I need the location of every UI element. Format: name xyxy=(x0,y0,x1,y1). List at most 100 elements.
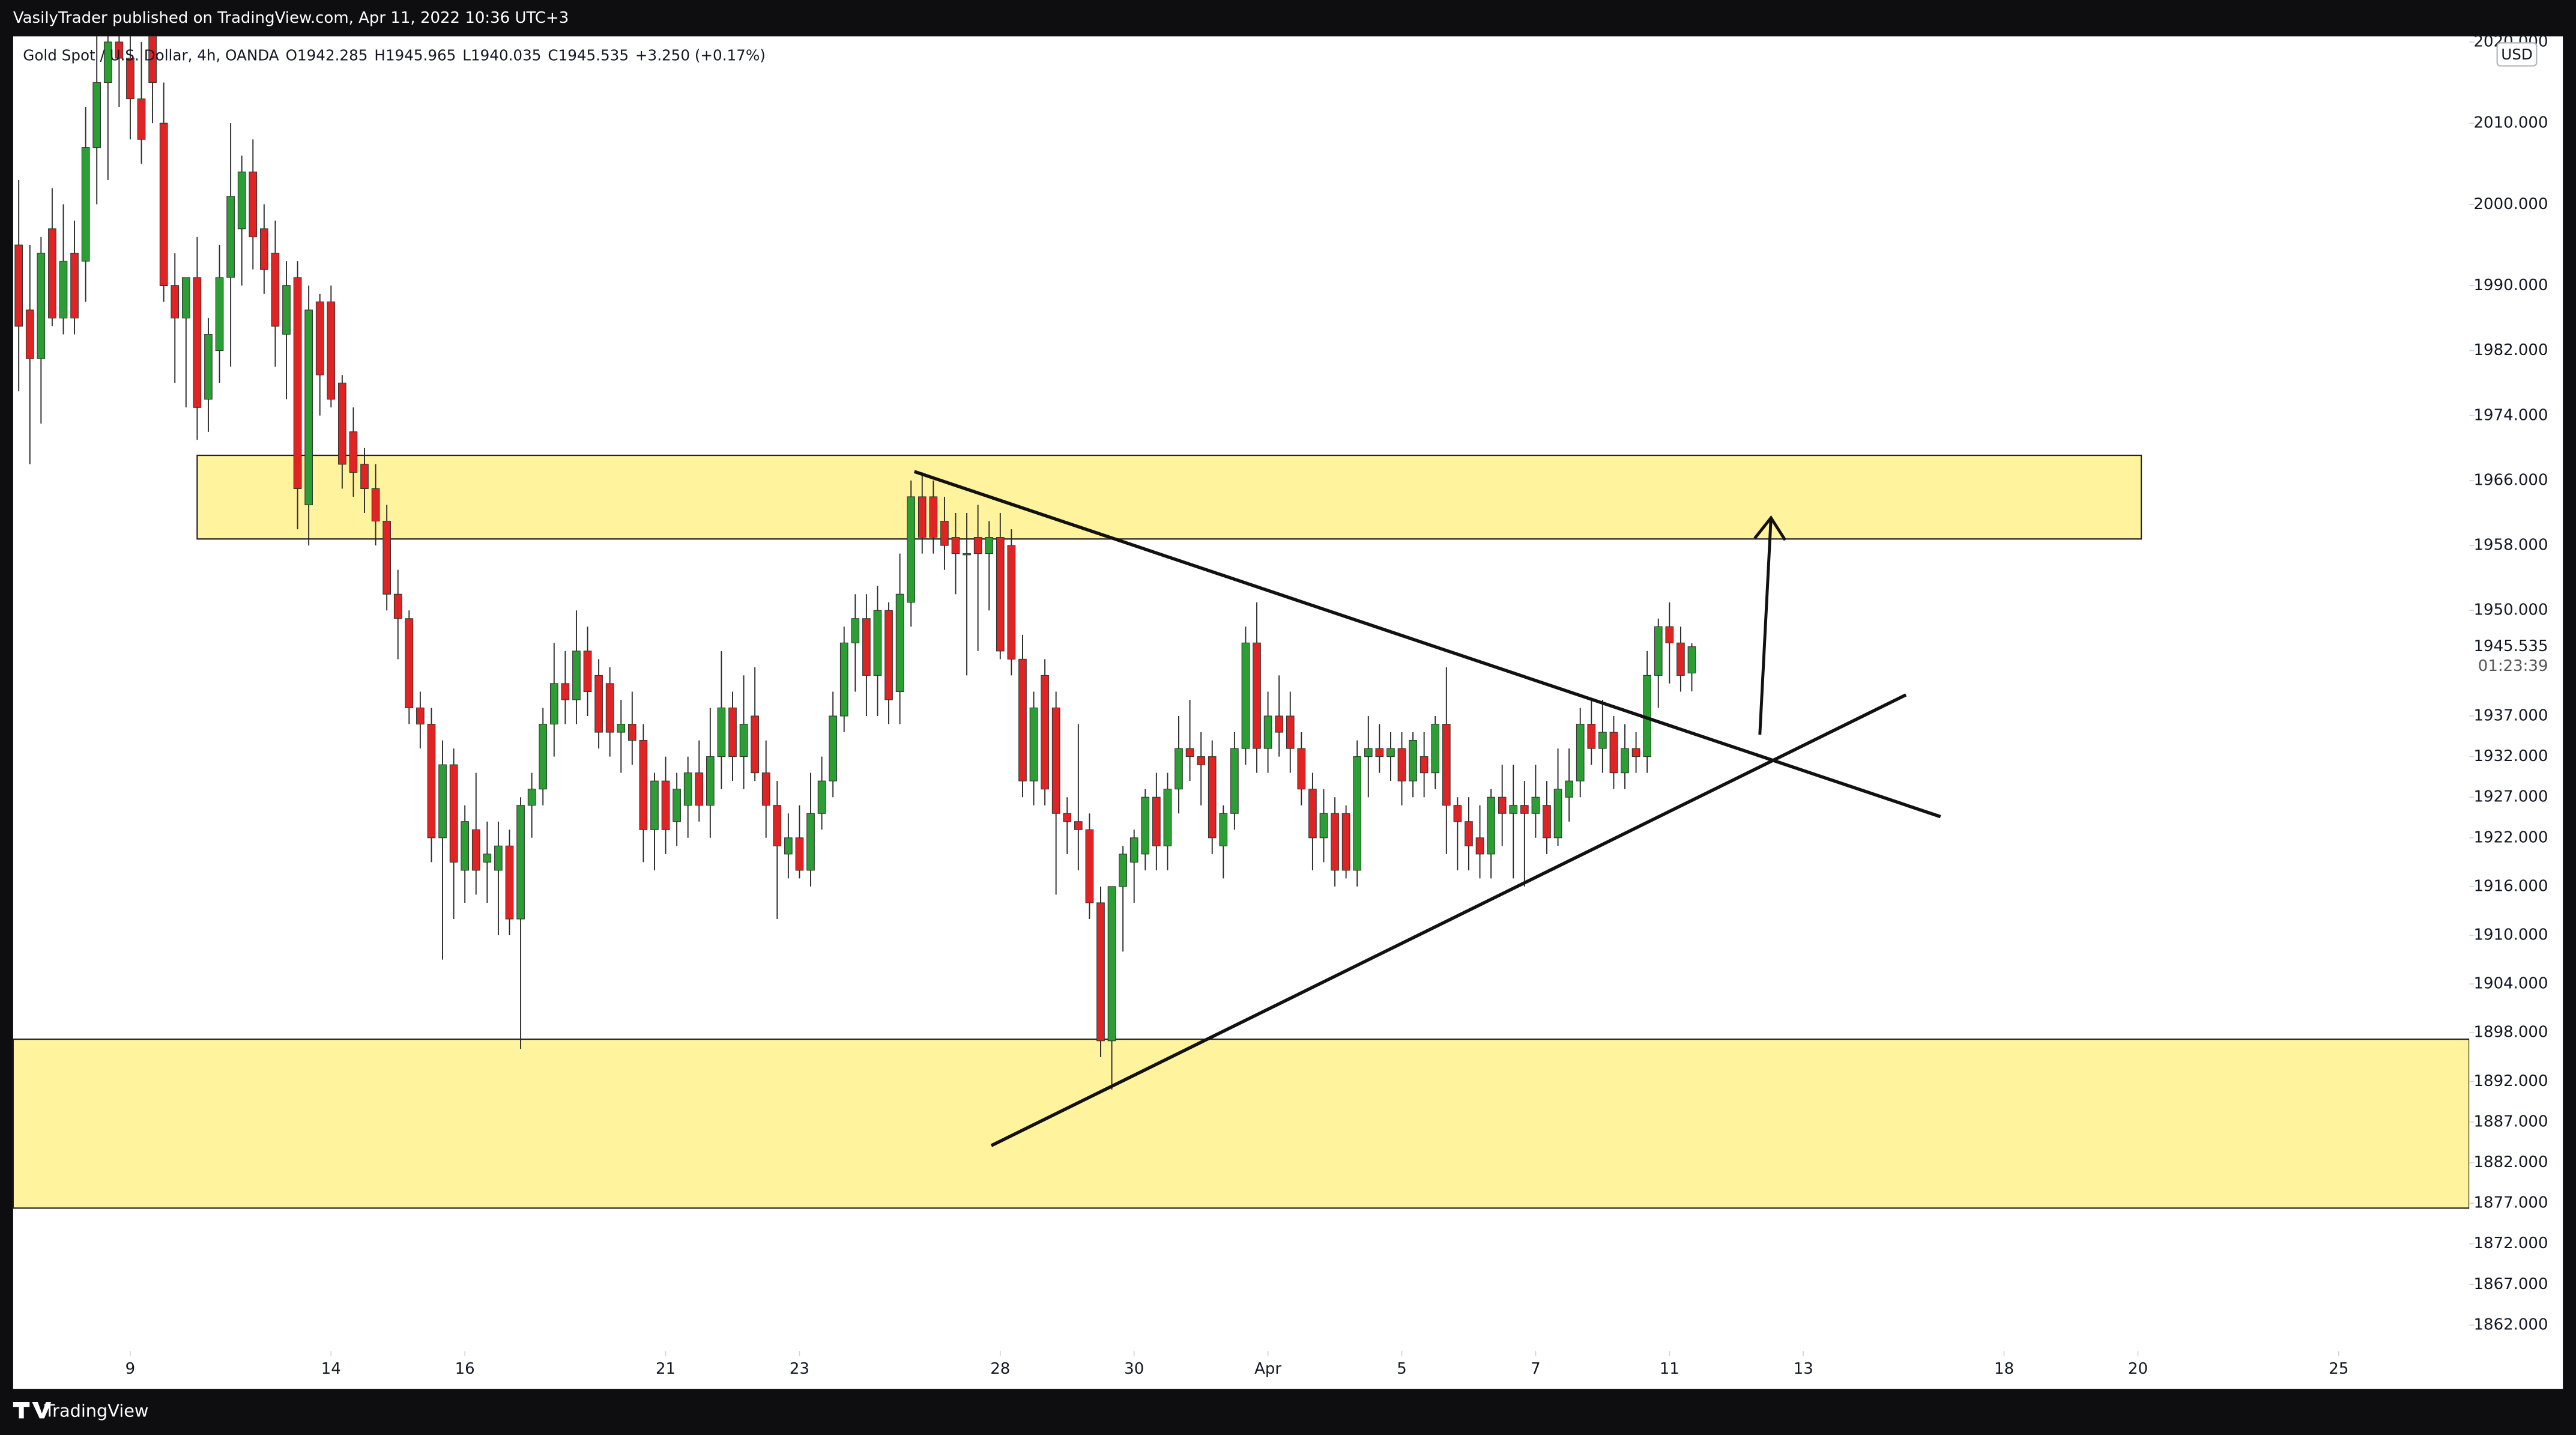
y-tick-label: 1872.000 xyxy=(2474,1234,2548,1252)
y-tick-label: 1887.000 xyxy=(2474,1112,2548,1130)
y-tick-label: 1882.000 xyxy=(2474,1153,2548,1171)
candle-body xyxy=(1074,821,1083,830)
candle-body xyxy=(461,821,470,871)
candle-body xyxy=(70,252,79,319)
candle-body xyxy=(1465,821,1473,846)
candle-body xyxy=(706,756,715,806)
y-tick-label: 1922.000 xyxy=(2474,828,2548,846)
candle-body xyxy=(115,41,124,59)
candle-body xyxy=(739,723,748,757)
x-tick-label: 20 xyxy=(2128,1360,2148,1378)
candle-body xyxy=(1152,796,1161,846)
candle-body xyxy=(1119,854,1127,887)
candle-body xyxy=(1631,748,1640,757)
candle-body xyxy=(382,520,391,595)
candle-body xyxy=(683,772,692,806)
y-tick-label: 1867.000 xyxy=(2474,1275,2548,1293)
candle-body xyxy=(81,147,90,262)
candle-body xyxy=(37,252,46,359)
candle-body xyxy=(1487,796,1495,855)
candle-body xyxy=(1375,748,1384,757)
y-tick-label: 1937.000 xyxy=(2474,707,2548,725)
currency-box[interactable] xyxy=(2496,42,2538,67)
candle-body xyxy=(1687,646,1696,674)
footer-brand[interactable]: TradingView xyxy=(44,1400,149,1421)
candle-body xyxy=(1319,813,1328,839)
candle-body xyxy=(237,171,246,229)
candle-body xyxy=(1475,837,1484,855)
ohlc-value: 1940.035 xyxy=(471,46,541,64)
candle-body xyxy=(1096,902,1105,1042)
candle-body xyxy=(1409,740,1417,781)
candle-body xyxy=(360,464,369,490)
x-tick-label: 14 xyxy=(321,1360,341,1378)
candle-body xyxy=(1509,805,1518,814)
candle-body xyxy=(494,845,503,871)
candle-body xyxy=(259,228,268,270)
candle-body xyxy=(92,82,101,148)
x-tick-label: 11 xyxy=(1660,1360,1680,1378)
candle-body xyxy=(1553,789,1562,839)
candle-body xyxy=(1431,723,1440,774)
candle-body xyxy=(338,383,346,465)
candle-body xyxy=(204,334,213,400)
candle-body xyxy=(673,789,681,822)
candle-body xyxy=(1230,748,1239,814)
x-tick-label: 9 xyxy=(125,1360,136,1378)
candle-body xyxy=(14,244,23,327)
candle-body xyxy=(1565,780,1573,798)
candle-body xyxy=(661,780,670,830)
candle-body xyxy=(1219,813,1228,846)
candle-body xyxy=(1297,748,1306,790)
candle-body xyxy=(181,277,190,319)
y-tick-label: 1877.000 xyxy=(2474,1194,2548,1212)
ohlc-value: 1942.285 xyxy=(297,46,367,64)
candle-body xyxy=(483,854,492,863)
candle-body xyxy=(1141,796,1150,855)
candle-body xyxy=(1621,748,1629,774)
y-tick-label: 1990.000 xyxy=(2474,276,2548,294)
candle-body xyxy=(985,537,994,554)
candle-body xyxy=(1018,658,1027,781)
candle-body xyxy=(728,707,737,757)
candle-body xyxy=(1063,813,1072,822)
candle-body xyxy=(1263,715,1272,749)
candle-body xyxy=(25,309,34,359)
last-price: 1945.535 xyxy=(2474,637,2548,655)
x-tick-label: 30 xyxy=(1124,1360,1144,1378)
candle-body xyxy=(215,277,224,351)
candle-body xyxy=(1007,545,1016,660)
ohlc-label: H xyxy=(374,46,385,64)
publisher-header: VasilyTrader published on TradingView.co… xyxy=(13,9,569,27)
x-tick-label: 23 xyxy=(790,1360,809,1378)
candle-body xyxy=(572,651,581,700)
candle-body xyxy=(1286,715,1295,749)
candle-body xyxy=(1185,748,1194,757)
candle-body xyxy=(349,431,358,473)
candle-body xyxy=(405,618,414,709)
candle-body xyxy=(650,780,659,830)
candle-body xyxy=(1041,675,1049,790)
ohlc-value: 1945.965 xyxy=(385,46,456,64)
countdown: 01:23:39 xyxy=(2478,657,2548,675)
symbol-legend: Gold Spot / U.S. Dollar, 4h, OANDA O1942.… xyxy=(23,46,766,64)
ohlc-label: O xyxy=(286,46,297,64)
candle-body xyxy=(1420,756,1429,774)
candle-body xyxy=(627,723,636,741)
ohlc-label: C xyxy=(548,46,558,64)
candle-body xyxy=(1308,789,1317,839)
candle-body xyxy=(304,309,313,506)
currency: USD xyxy=(2501,46,2533,63)
candle-body xyxy=(717,707,726,757)
candle-body xyxy=(516,805,525,920)
arrow-head xyxy=(1753,515,1786,541)
candle-body xyxy=(371,488,380,522)
candle-body xyxy=(895,593,904,692)
candle-body xyxy=(862,618,871,676)
zone xyxy=(196,454,2142,540)
zone xyxy=(13,1038,2470,1209)
candle-body xyxy=(427,723,436,839)
candle-body xyxy=(249,171,258,237)
symbol-title: Gold Spot / U.S. Dollar, 4h, OANDA xyxy=(23,46,279,64)
y-tick-label: 1898.000 xyxy=(2474,1024,2548,1042)
